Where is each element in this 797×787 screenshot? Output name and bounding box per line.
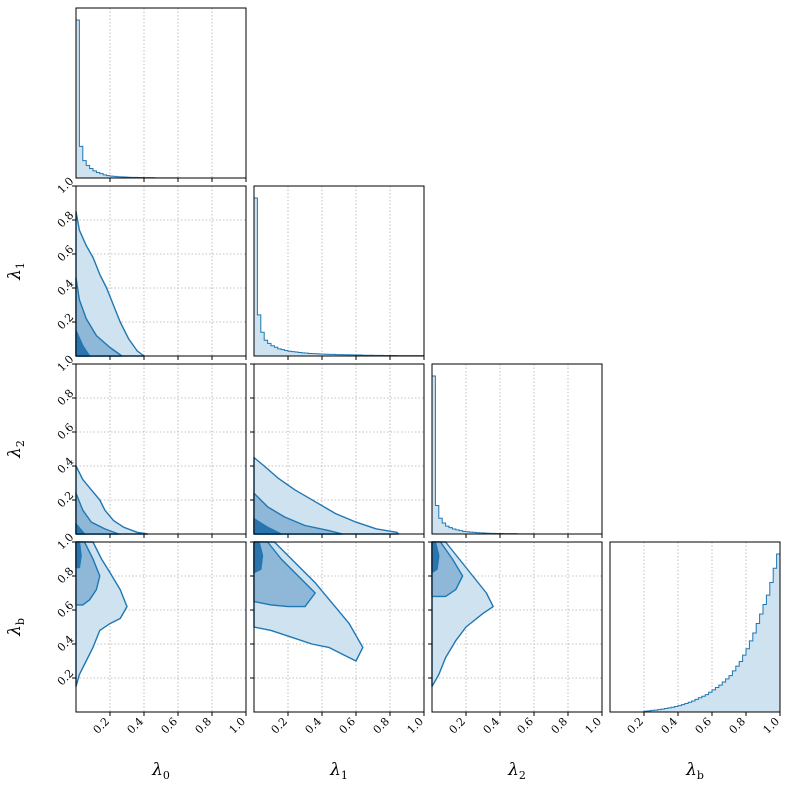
x-tick-label: 1.0: [227, 715, 249, 737]
y-tick-label: 0.6: [55, 599, 77, 621]
x-tick-label: 0.4: [659, 715, 681, 737]
contour-frame: [253, 363, 425, 535]
histogram-steps: [253, 197, 425, 357]
x-axis-title: λ2: [507, 760, 526, 782]
contour-panel: 0.2 0.4 0.6 0.8 1.0: [250, 541, 427, 737]
x-tick-label: 1.0: [583, 715, 605, 737]
x-tick-label: 0.2: [625, 715, 647, 737]
panels: 0.2 0.4 0.6 0.8 1.00.20.40.60.81.00.20.40.60…: [55, 7, 783, 737]
x-tick-label: 0.2: [269, 715, 291, 737]
x-axis-titles: λ0 λ1 λ2 λb: [151, 760, 704, 782]
x-axis-title: λ0: [151, 760, 170, 782]
x-tick-label: 0.8: [371, 715, 393, 737]
y-axis-title-sub: 1: [14, 262, 27, 269]
y-tick-label: 0.8: [55, 565, 77, 587]
y-tick-label: 0.6: [55, 243, 77, 265]
x-tick-label: 0.6: [337, 715, 359, 737]
x-axis-title-sub: 1: [341, 769, 348, 782]
contour-level-1: [75, 465, 149, 535]
x-tick-label: 0.6: [693, 715, 715, 737]
contour-panel: 0.2 0.4 0.6 0.8 1.0: [428, 541, 605, 737]
x-tick-label: 0.4: [303, 715, 325, 737]
contour-level-2: [253, 492, 344, 535]
x-axis-title: λb: [685, 760, 704, 782]
histogram-steps: [610, 553, 781, 713]
histogram-panel: [253, 185, 425, 360]
y-axis-title: λ2: [5, 440, 27, 459]
histogram-panel: [431, 363, 603, 538]
y-tick-label: 0.2: [55, 667, 77, 689]
contour-level-2: [431, 541, 464, 598]
y-tick-label: 0.4: [55, 633, 77, 655]
x-axis-title-sub: 2: [519, 769, 526, 782]
x-tick-label: 0.6: [159, 715, 181, 737]
contour-frame: [253, 541, 425, 713]
y-axis-title: λ1: [5, 262, 27, 281]
histogram-frame: [75, 7, 247, 179]
y-tick-label: 1.0: [55, 175, 77, 197]
contour-panel: 0.2 0.4 0.6 0.8 1.0: [55, 353, 247, 538]
contour-level-2: [75, 277, 123, 357]
x-tick-label: 0.6: [515, 715, 537, 737]
y-axis-title: λb: [5, 618, 27, 637]
histogram-steps: [431, 375, 602, 535]
x-tick-label: 0.8: [193, 715, 215, 737]
x-axis-title: λ1: [329, 760, 348, 782]
x-axis-title-sub: b: [697, 769, 704, 782]
histogram-frame: [431, 363, 603, 535]
x-tick-label: 0.4: [125, 715, 147, 737]
contour-frame: [75, 363, 247, 535]
contour-level-1: [253, 456, 400, 535]
x-tick-label: 1.0: [761, 715, 783, 737]
contour-panel: [250, 363, 425, 538]
x-tick-label: 0.8: [549, 715, 571, 737]
contour-level-2: [75, 541, 101, 606]
y-tick-label: 1.0: [55, 531, 77, 553]
y-tick-label: 0.2: [55, 311, 77, 333]
y-axis-title-sub: b: [14, 618, 27, 625]
y-tick-label: 0.4: [55, 277, 77, 299]
contour-level-3: [75, 541, 82, 569]
x-tick-label: 0.8: [727, 715, 749, 737]
contour-panel: 0.2 0.2 0.4 0.4 0.6 0.6 0.8 0.8 1.0 1.0: [55, 531, 248, 737]
contour-level-1: [75, 210, 145, 357]
y-tick-label: 0.8: [55, 387, 77, 409]
histogram-panel: [75, 7, 247, 182]
y-tick-label: 0.6: [55, 421, 77, 443]
contour-frame: [75, 541, 247, 713]
y-axis-title-sub: 2: [14, 440, 27, 447]
y-tick-label: 0.2: [55, 489, 77, 511]
y-tick-label: 1.0: [55, 353, 77, 375]
x-tick-label: 0.2: [447, 715, 469, 737]
contour-frame: [431, 541, 603, 713]
contour-panel: 0.2 0.4 0.6 0.8 1.0: [55, 175, 247, 360]
x-tick-label: 1.0: [405, 715, 427, 737]
x-tick-label: 0.2: [91, 715, 113, 737]
y-tick-label: 0.8: [55, 209, 77, 231]
histogram-panel: 0.2 0.4 0.6 0.8 1.0: [609, 541, 783, 737]
contour-frame: [75, 185, 247, 357]
y-tick-label: 0.4: [55, 455, 77, 477]
contour-level-2: [253, 541, 316, 608]
histogram-steps: [75, 19, 246, 179]
x-tick-label: 0.4: [481, 715, 503, 737]
histogram-frame: [253, 185, 425, 357]
x-axis-title-sub: 0: [163, 769, 170, 782]
histogram-frame: [609, 541, 781, 713]
y-axis-titles: λ1 λ2 λb: [5, 262, 27, 637]
